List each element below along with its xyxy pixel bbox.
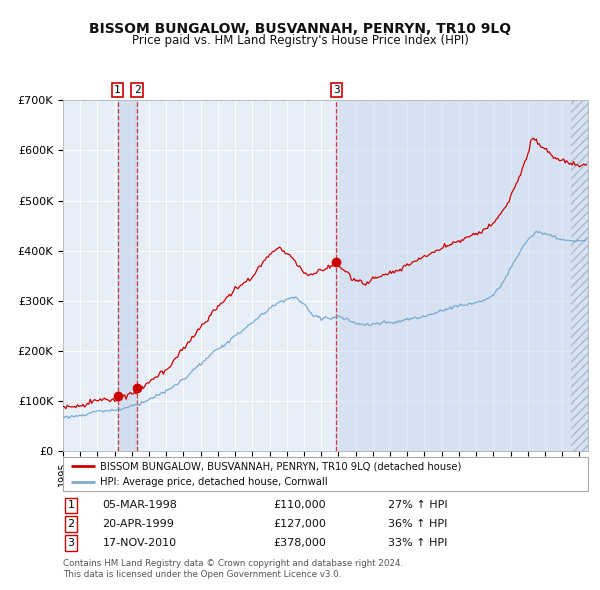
Text: HPI: Average price, detached house, Cornwall: HPI: Average price, detached house, Corn… <box>100 477 328 487</box>
Bar <box>571 100 588 451</box>
Text: 05-MAR-1998: 05-MAR-1998 <box>103 500 177 510</box>
FancyBboxPatch shape <box>63 457 588 491</box>
Text: £127,000: £127,000 <box>273 519 326 529</box>
Text: 1: 1 <box>114 85 121 95</box>
Text: 17-NOV-2010: 17-NOV-2010 <box>103 538 176 548</box>
Bar <box>571 100 588 451</box>
Text: £110,000: £110,000 <box>273 500 326 510</box>
Text: 3: 3 <box>67 538 74 548</box>
Text: Price paid vs. HM Land Registry's House Price Index (HPI): Price paid vs. HM Land Registry's House … <box>131 34 469 47</box>
Text: 3: 3 <box>333 85 340 95</box>
Bar <box>337 100 588 451</box>
Bar <box>118 100 137 451</box>
Text: BISSOM BUNGALOW, BUSVANNAH, PENRYN, TR10 9LQ: BISSOM BUNGALOW, BUSVANNAH, PENRYN, TR10… <box>89 22 511 37</box>
Text: 36% ↑ HPI: 36% ↑ HPI <box>389 519 448 529</box>
Text: 33% ↑ HPI: 33% ↑ HPI <box>389 538 448 548</box>
Text: Contains HM Land Registry data © Crown copyright and database right 2024.: Contains HM Land Registry data © Crown c… <box>63 559 403 568</box>
Text: 27% ↑ HPI: 27% ↑ HPI <box>389 500 448 510</box>
Text: This data is licensed under the Open Government Licence v3.0.: This data is licensed under the Open Gov… <box>63 570 341 579</box>
Text: 20-APR-1999: 20-APR-1999 <box>103 519 174 529</box>
Text: 2: 2 <box>134 85 140 95</box>
Text: 1: 1 <box>67 500 74 510</box>
Text: £378,000: £378,000 <box>273 538 326 548</box>
Text: 2: 2 <box>67 519 74 529</box>
Text: BISSOM BUNGALOW, BUSVANNAH, PENRYN, TR10 9LQ (detached house): BISSOM BUNGALOW, BUSVANNAH, PENRYN, TR10… <box>100 461 461 471</box>
